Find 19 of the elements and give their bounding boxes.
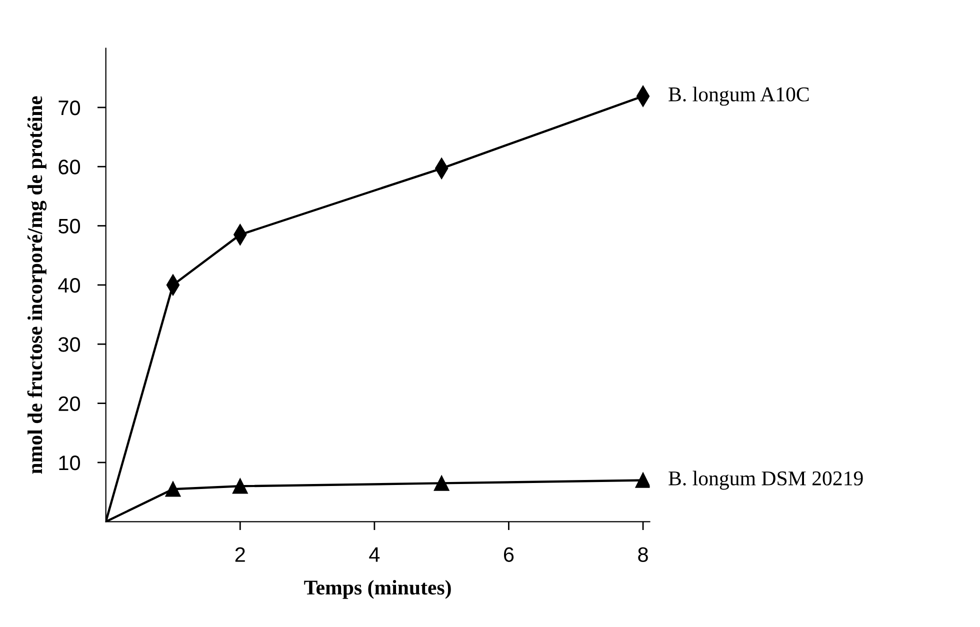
x-tick-label: 8 — [638, 547, 648, 562]
x-tick-label: 2 — [235, 547, 245, 562]
x-axis-title: Temps (minutes) — [304, 580, 451, 599]
y-axis-title: nmol de fructose incorporé/mg de protéine — [27, 96, 47, 474]
series-label: B. longum A10C — [668, 86, 809, 106]
point — [165, 481, 181, 497]
x-tick-label: 6 — [504, 547, 514, 562]
y-tick-label: 20 — [58, 396, 80, 412]
y-tick-label: 10 — [59, 455, 80, 470]
point — [232, 478, 248, 494]
x-tick-label: 4 — [369, 547, 380, 562]
point — [434, 476, 450, 491]
series-label: B. longum DSM 20219 — [668, 470, 863, 490]
y-tick-label: 40 — [58, 278, 80, 293]
y-tick-label: 50 — [58, 218, 80, 234]
y-tick-label: 60 — [58, 160, 80, 174]
y-tick-label: 70 — [58, 100, 80, 116]
point — [635, 472, 650, 488]
y-tick-label: 30 — [58, 337, 80, 352]
